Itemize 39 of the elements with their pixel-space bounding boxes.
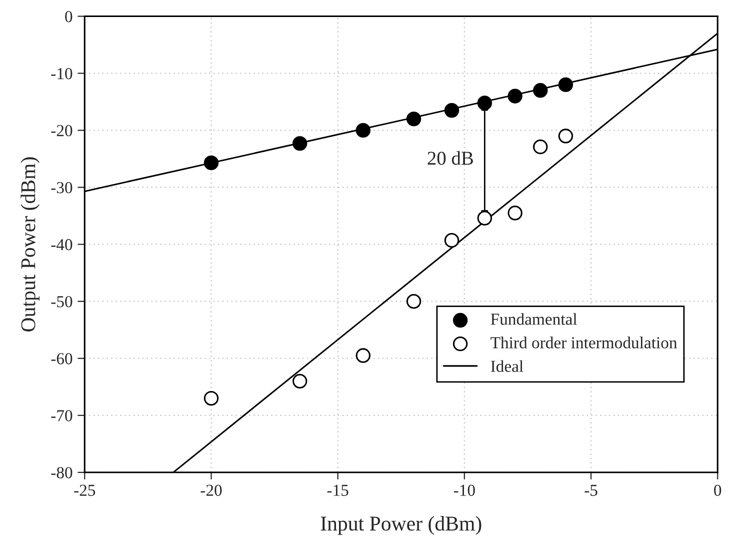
- point: [356, 348, 370, 363]
- x-tick-label: -10: [454, 484, 475, 496]
- point: [508, 88, 522, 104]
- point: [533, 140, 548, 154]
- y-axis-title: Output Power (dBm): [20, 157, 40, 332]
- point: [444, 103, 460, 118]
- x-tick-label: 0: [714, 484, 722, 496]
- legend-label: Third order intermodulation: [490, 336, 678, 348]
- y-tick-label: -80: [51, 467, 72, 478]
- point: [508, 206, 522, 220]
- y-tick-label: -50: [51, 296, 72, 308]
- x-axis-title: Input Power (dBm): [320, 516, 482, 535]
- y-tick-label: -10: [51, 68, 72, 80]
- x-tick-label: -25: [74, 484, 96, 496]
- y-tick-label: -40: [51, 239, 72, 250]
- point: [406, 112, 422, 126]
- point: [356, 122, 370, 138]
- point: [292, 374, 308, 389]
- point: [558, 128, 574, 144]
- point: [477, 210, 492, 226]
- x-tick-label: -5: [584, 484, 598, 496]
- y-tick-label: -60: [51, 353, 72, 364]
- y-tick-label: -70: [51, 410, 72, 422]
- point: [444, 233, 460, 248]
- legend-label: Ideal: [490, 360, 524, 372]
- point: [292, 136, 308, 151]
- point: [204, 155, 219, 170]
- annotation: 20 dB: [428, 151, 473, 165]
- y-tick-label: 0: [65, 10, 72, 22]
- legend-label: Fundamental: [490, 313, 577, 325]
- point: [406, 294, 422, 309]
- x-tick-label: -15: [327, 484, 348, 496]
- point: [477, 96, 492, 110]
- point: [204, 390, 219, 406]
- y-tick-label: -30: [51, 182, 72, 194]
- y-tick-label: -20: [51, 125, 72, 136]
- point: [533, 83, 548, 98]
- x-tick-label: -20: [200, 484, 222, 496]
- point: [558, 77, 574, 92]
